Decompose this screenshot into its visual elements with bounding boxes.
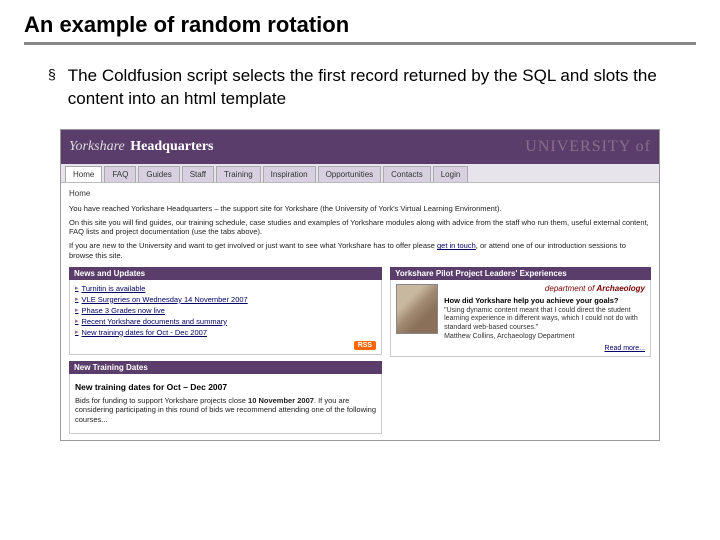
news-item[interactable]: Phase 3 Grades now live	[75, 306, 376, 315]
dept-prefix: department of	[545, 284, 594, 293]
news-panel-heading: News and Updates	[69, 267, 382, 280]
bullet-marker: §	[48, 65, 56, 111]
logo-main: Headquarters	[130, 139, 213, 154]
dept-name: Archaeology	[597, 284, 645, 293]
department-label: department of Archaeology	[444, 284, 645, 293]
site-logo[interactable]: Yorkshare Headquarters	[69, 139, 213, 155]
news-panel-body: Turnitin is available VLE Surgeries on We…	[69, 280, 382, 355]
training-panel-body: New training dates for Oct – Dec 2007 Bi…	[69, 374, 382, 434]
rss-badge[interactable]: RSS	[354, 341, 376, 350]
intro-paragraph-3: If you are new to the University and wan…	[69, 241, 651, 261]
tab-opportunities[interactable]: Opportunities	[318, 166, 382, 182]
training-body: Bids for funding to support Yorkshare pr…	[75, 396, 376, 425]
intro-text-a: If you are new to the University and wan…	[69, 241, 437, 250]
tab-inspiration[interactable]: Inspiration	[263, 166, 316, 182]
site-header: Yorkshare Headquarters UNIVERSITY of	[61, 130, 659, 164]
intro-paragraph-2: On this site you will find guides, our t…	[69, 218, 651, 238]
intro-paragraph-1: You have reached Yorkshare Headquarters …	[69, 204, 651, 214]
training-text-a: Bids for funding to support Yorkshare pr…	[75, 396, 248, 405]
news-item[interactable]: Recent Yorkshare documents and summary	[75, 317, 376, 326]
training-panel-heading: New Training Dates	[69, 361, 382, 374]
tab-contacts[interactable]: Contacts	[383, 166, 431, 182]
tab-login[interactable]: Login	[433, 166, 469, 182]
experiences-panel-heading: Yorkshare Pilot Project Leaders' Experie…	[390, 267, 651, 280]
nav-tabs: HomeFAQGuidesStaffTrainingInspirationOpp…	[61, 164, 659, 183]
training-title: New training dates for Oct – Dec 2007	[75, 382, 376, 392]
experience-question: How did Yorkshare help you achieve your …	[444, 296, 645, 305]
tab-staff[interactable]: Staff	[182, 166, 214, 182]
training-date: 10 November 2007	[248, 396, 314, 405]
breadcrumb: Home	[69, 189, 651, 198]
bullet-text: The Coldfusion script selects the first …	[68, 65, 696, 111]
university-watermark: UNIVERSITY of	[525, 138, 651, 156]
read-more-link[interactable]: Read more...	[396, 345, 645, 352]
news-item[interactable]: Turnitin is available	[75, 284, 376, 293]
tab-home[interactable]: Home	[65, 166, 102, 182]
get-in-touch-link[interactable]: get in touch	[437, 241, 476, 250]
tab-training[interactable]: Training	[216, 166, 261, 182]
experience-answer: "Using dynamic content meant that I coul…	[444, 307, 645, 333]
logo-prefix: Yorkshare	[69, 139, 125, 154]
news-item[interactable]: New training dates for Oct - Dec 2007	[75, 328, 376, 337]
slide-title: An example of random rotation	[24, 12, 696, 45]
experience-attribution: Matthew Collins, Archaeology Department	[444, 333, 645, 342]
avatar	[396, 284, 438, 334]
rss-row: RSS	[75, 340, 376, 350]
embedded-screenshot: Yorkshare Headquarters UNIVERSITY of Hom…	[60, 129, 660, 441]
news-item[interactable]: VLE Surgeries on Wednesday 14 November 2…	[75, 295, 376, 304]
experiences-panel-body: department of Archaeology How did Yorksh…	[390, 280, 651, 357]
bullet-item: § The Coldfusion script selects the firs…	[24, 65, 696, 111]
tab-guides[interactable]: Guides	[138, 166, 179, 182]
tab-faq[interactable]: FAQ	[104, 166, 136, 182]
